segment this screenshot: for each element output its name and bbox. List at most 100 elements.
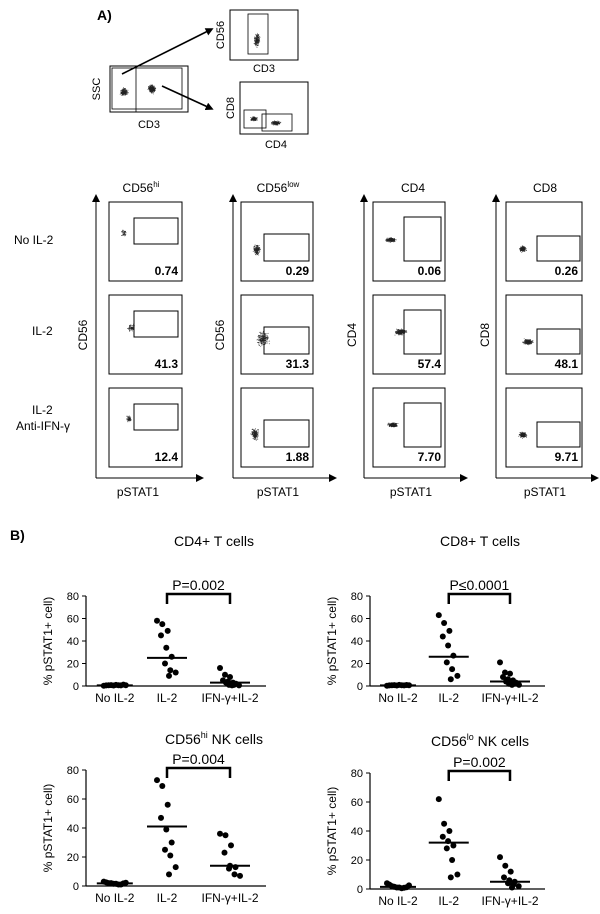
gating-event xyxy=(277,123,279,125)
gating-event xyxy=(259,36,261,38)
flow-event xyxy=(532,340,534,341)
gating-event xyxy=(255,38,257,40)
flow-event xyxy=(527,339,529,341)
gating-event xyxy=(255,37,257,39)
flow-event xyxy=(523,338,525,340)
flow-event xyxy=(265,337,267,338)
gating-event xyxy=(254,120,256,121)
gating-event xyxy=(276,123,278,125)
gating-event xyxy=(123,89,124,91)
gating-event xyxy=(120,92,122,93)
data-point xyxy=(501,874,507,881)
flow-event xyxy=(388,424,390,426)
gating-event xyxy=(254,40,256,42)
flow-event xyxy=(394,241,396,242)
flow-event xyxy=(262,341,264,343)
gating-event xyxy=(153,90,154,92)
gating-event xyxy=(151,89,153,91)
flow-event xyxy=(262,331,264,332)
gating-main-gate xyxy=(111,67,183,110)
gating-event xyxy=(151,86,153,88)
flow-event xyxy=(403,332,405,334)
flow-event xyxy=(252,431,254,433)
flow-event xyxy=(267,340,269,342)
flow-event xyxy=(254,244,256,246)
flow-event xyxy=(129,330,131,332)
x-tick-label: No IL-2 xyxy=(95,891,135,905)
flow-event xyxy=(129,326,130,328)
flow-event xyxy=(523,248,525,250)
flow-event xyxy=(255,432,257,434)
gating-event xyxy=(125,90,127,92)
flow-event xyxy=(259,248,261,250)
flow-event xyxy=(398,334,400,335)
flow-event xyxy=(256,342,258,344)
flow-event xyxy=(128,421,130,423)
flow-event xyxy=(256,437,258,438)
gating-event xyxy=(153,87,155,89)
flow-event xyxy=(399,332,401,334)
x-tick-label: No IL-2 xyxy=(378,691,418,705)
data-point xyxy=(154,617,160,624)
gating-event xyxy=(256,119,258,121)
gating-event xyxy=(257,35,259,37)
flow-event xyxy=(532,342,534,343)
p-value-label: P≤0.0001 xyxy=(449,577,509,593)
flow-event xyxy=(254,431,256,433)
y-tick-label: 60 xyxy=(67,794,79,806)
flow-event xyxy=(262,344,264,345)
flow-event xyxy=(261,342,263,344)
gating-event xyxy=(256,47,258,48)
flow-event xyxy=(254,438,255,440)
flow-event xyxy=(525,248,527,250)
data-point xyxy=(158,632,164,639)
flow-value-r1-c1: 0.74 xyxy=(155,264,179,278)
flow-event xyxy=(257,436,259,438)
gating-event xyxy=(272,123,274,124)
flow-event xyxy=(130,327,132,329)
flow-event xyxy=(394,238,396,240)
flow-event xyxy=(400,329,402,331)
flow-event xyxy=(521,250,523,252)
x-tick-label: IL-2 xyxy=(157,691,178,705)
flow-event xyxy=(258,245,260,246)
gating-main-dots xyxy=(119,84,157,96)
flow-event xyxy=(253,250,255,252)
gating-event xyxy=(250,119,252,121)
flow-event xyxy=(255,438,257,440)
flow-event xyxy=(257,338,259,340)
flow-event xyxy=(255,437,257,439)
gating-event xyxy=(124,88,126,90)
gating-event xyxy=(150,85,152,87)
gating-event xyxy=(147,89,149,90)
flow-event xyxy=(257,247,258,249)
flow-event xyxy=(258,335,260,336)
flow-event xyxy=(404,331,406,332)
y-tick-label: 0 xyxy=(73,881,79,893)
flow-event xyxy=(392,239,394,241)
gating-bottom-dots xyxy=(250,116,282,126)
gating-event xyxy=(273,121,274,123)
flow-event xyxy=(129,325,131,327)
flow-event xyxy=(529,340,530,342)
flow-event xyxy=(396,331,398,333)
y-tick-label: 80 xyxy=(351,768,363,780)
gating-event xyxy=(256,42,258,44)
flow-event xyxy=(262,335,264,337)
flow-event xyxy=(262,333,264,335)
flow-event xyxy=(254,248,256,250)
row-label-no-il2: No IL-2 xyxy=(14,233,54,247)
flow-event xyxy=(402,332,404,334)
gating-event xyxy=(150,88,152,90)
y-axis-label: % pSTAT1+ cell) xyxy=(41,597,55,686)
flow-event xyxy=(386,237,388,239)
flow-event xyxy=(528,341,529,343)
gating-event xyxy=(270,123,272,125)
flow-event xyxy=(388,426,390,428)
data-point xyxy=(443,845,450,852)
flow-plot-frame xyxy=(240,387,314,468)
flow-gate xyxy=(263,233,310,262)
flow-event xyxy=(256,246,258,248)
flow-event xyxy=(523,342,525,344)
flow-event xyxy=(524,341,526,342)
